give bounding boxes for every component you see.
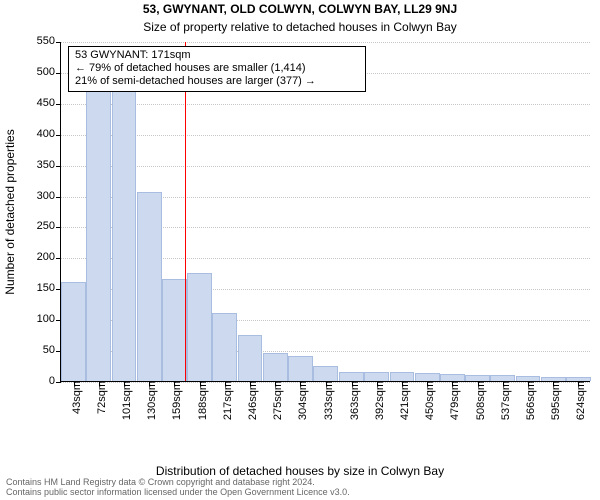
gridline xyxy=(61,104,590,105)
x-tick-label: 479sqm xyxy=(443,381,461,420)
chart-subtitle: Size of property relative to detached ho… xyxy=(0,20,600,34)
y-tick-label: 200 xyxy=(37,251,61,263)
x-tick-label: 566sqm xyxy=(519,381,537,420)
annotation-box: 53 GWYNANT: 171sqm ← 79% of detached hou… xyxy=(68,46,366,92)
y-tick-label: 50 xyxy=(43,344,61,356)
y-tick-label: 250 xyxy=(37,220,61,232)
reference-line xyxy=(185,42,186,381)
bar xyxy=(86,81,111,381)
x-tick-label: 363sqm xyxy=(343,381,361,420)
bar xyxy=(288,356,313,381)
x-tick-label: 130sqm xyxy=(140,381,158,420)
x-tick-label: 537sqm xyxy=(494,381,512,420)
bar xyxy=(238,335,263,381)
y-tick-label: 550 xyxy=(37,35,61,47)
x-tick-label: 392sqm xyxy=(368,381,386,420)
bar xyxy=(112,90,137,381)
y-tick-label: 150 xyxy=(37,282,61,294)
y-tick-label: 300 xyxy=(37,190,61,202)
bar xyxy=(364,372,389,381)
gridline xyxy=(61,166,590,167)
x-tick-label: 333sqm xyxy=(317,381,335,420)
x-tick-label: 72sqm xyxy=(90,381,108,414)
chart-root: 53, GWYNANT, OLD COLWYN, COLWYN BAY, LL2… xyxy=(0,0,600,500)
bar xyxy=(187,273,212,381)
annotation-line-2: ← 79% of detached houses are smaller (1,… xyxy=(75,62,359,75)
bar xyxy=(263,353,288,381)
bar xyxy=(61,282,86,381)
x-tick-label: 450sqm xyxy=(418,381,436,420)
footer-line-2: Contains public sector information licen… xyxy=(6,488,594,498)
y-tick-label: 450 xyxy=(37,97,61,109)
y-tick-label: 0 xyxy=(49,375,61,387)
bar xyxy=(212,313,237,381)
plot-area: 05010015020025030035040045050055043sqm72… xyxy=(60,42,590,382)
bar xyxy=(390,372,415,381)
x-tick-label: 508sqm xyxy=(469,381,487,420)
y-tick-label: 500 xyxy=(37,66,61,78)
x-tick-label: 217sqm xyxy=(216,381,234,420)
bar xyxy=(313,366,338,381)
x-tick-label: 275sqm xyxy=(266,381,284,420)
bar xyxy=(415,373,440,381)
y-axis-label: Number of detached properties xyxy=(3,129,17,294)
y-tick-label: 100 xyxy=(37,313,61,325)
bar xyxy=(137,192,162,381)
annotation-line-3: 21% of semi-detached houses are larger (… xyxy=(75,75,359,88)
y-tick-label: 400 xyxy=(37,128,61,140)
x-tick-label: 246sqm xyxy=(241,381,259,420)
x-tick-label: 304sqm xyxy=(291,381,309,420)
footer: Contains HM Land Registry data © Crown c… xyxy=(0,476,600,500)
gridline xyxy=(61,42,590,43)
x-tick-label: 188sqm xyxy=(191,381,209,420)
annotation-line-1: 53 GWYNANT: 171sqm xyxy=(75,49,359,62)
x-tick-label: 624sqm xyxy=(569,381,587,420)
x-tick-label: 421sqm xyxy=(393,381,411,420)
gridline xyxy=(61,135,590,136)
chart-title: 53, GWYNANT, OLD COLWYN, COLWYN BAY, LL2… xyxy=(0,2,600,16)
x-tick-label: 101sqm xyxy=(115,381,133,420)
bar xyxy=(162,279,187,381)
x-tick-label: 595sqm xyxy=(544,381,562,420)
x-tick-label: 159sqm xyxy=(165,381,183,420)
x-tick-label: 43sqm xyxy=(65,381,83,414)
bar xyxy=(440,374,465,381)
y-tick-label: 350 xyxy=(37,159,61,171)
bar xyxy=(339,372,364,381)
